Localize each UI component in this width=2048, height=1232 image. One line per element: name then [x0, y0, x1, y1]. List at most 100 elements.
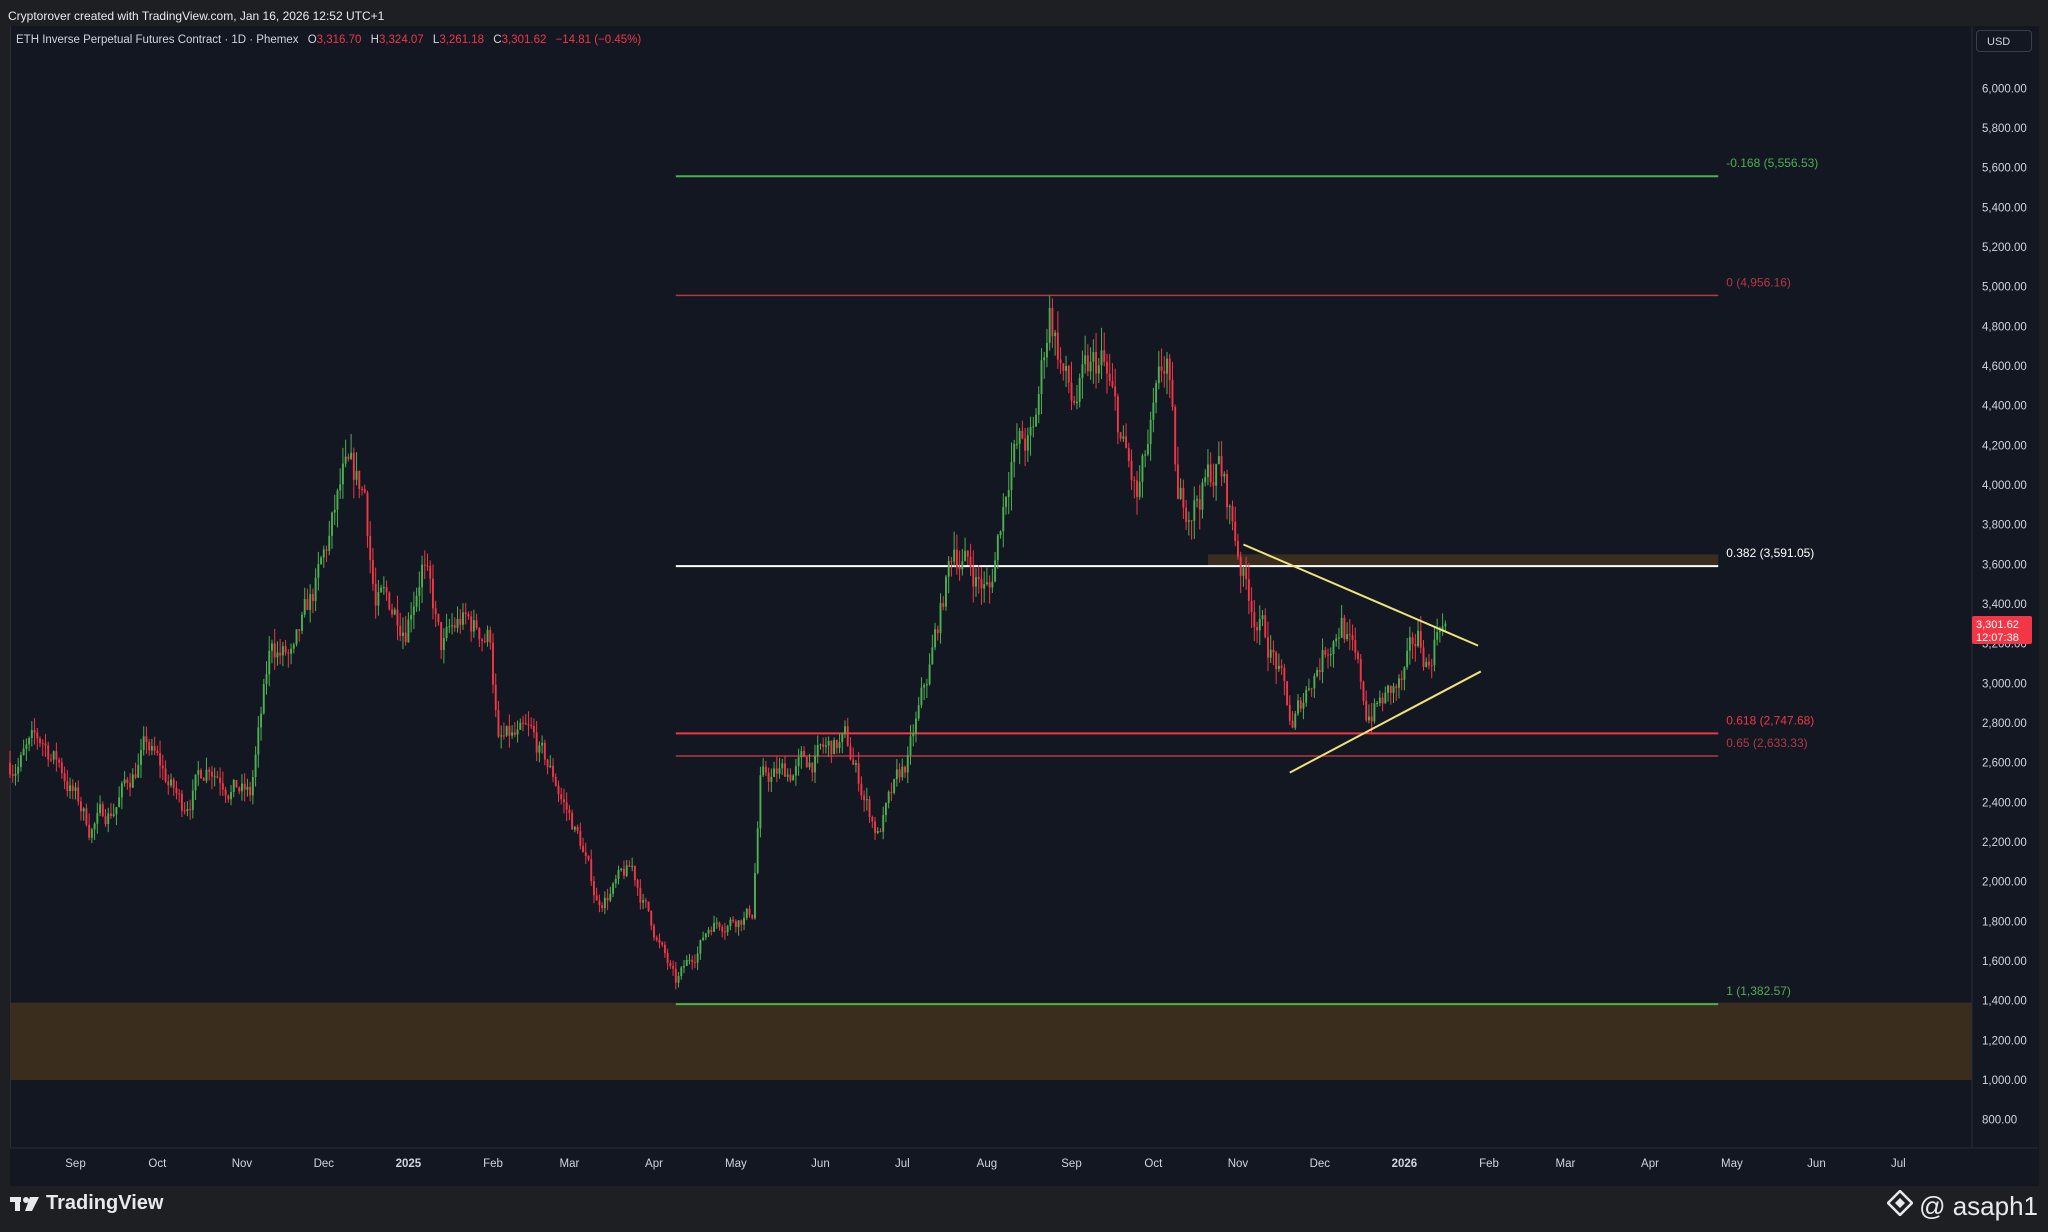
candle-body: [85, 808, 88, 825]
candle-body: [292, 644, 295, 649]
candle-body: [1299, 700, 1302, 709]
candle-body: [1354, 640, 1357, 653]
candle-body: [243, 783, 246, 790]
candle-body: [1346, 634, 1349, 640]
candle-body: [66, 781, 69, 791]
candle-body: [309, 594, 312, 610]
candle-body: [871, 817, 874, 822]
candle-body: [863, 795, 866, 801]
candle-body: [1417, 630, 1420, 647]
candle-body: [1152, 402, 1155, 420]
symbol-legend[interactable]: ETH Inverse Perpetual Futures Contract ·…: [16, 34, 641, 46]
candle-body: [1002, 506, 1005, 532]
candle-body: [1297, 700, 1299, 714]
candle-body: [1146, 444, 1149, 455]
candle-body: [388, 592, 391, 610]
candle-body: [1078, 377, 1081, 402]
candle-body: [1389, 685, 1392, 693]
candle-body: [426, 565, 429, 567]
candle-body: [1073, 400, 1076, 404]
candle-body: [1204, 477, 1207, 483]
candle-body: [663, 944, 666, 954]
candle-body: [290, 648, 293, 654]
candle-body: [710, 929, 713, 932]
candle-body: [1313, 675, 1316, 689]
candle-body: [1193, 500, 1196, 521]
candle-body: [639, 887, 642, 903]
candle-body: [579, 830, 582, 846]
chart-frame[interactable]: [10, 26, 2039, 1186]
supply-demand-zone-0: [10, 1002, 1972, 1081]
candle-body: [1045, 342, 1048, 358]
candle-body: [1277, 665, 1280, 670]
candle-body: [715, 922, 718, 924]
time-tick-label: Oct: [148, 1158, 167, 1170]
candle-body: [661, 942, 664, 945]
candle-body: [923, 685, 926, 688]
candle-body: [1005, 497, 1007, 507]
candle-body: [811, 762, 814, 773]
candle-body: [928, 664, 931, 685]
candle-body: [415, 595, 418, 607]
price-tick-label: 2,400.00: [1982, 797, 2027, 809]
candle-body: [1329, 653, 1332, 656]
candle-body: [224, 789, 227, 796]
price-tick-label: 3,000.00: [1982, 678, 2027, 690]
candle-body: [1280, 665, 1283, 668]
candle-body: [167, 781, 170, 786]
fib-level-label: 0 (4,956.16): [1726, 275, 1791, 289]
candle-body: [723, 931, 726, 933]
candle-body: [704, 933, 707, 938]
candle-body: [696, 953, 699, 963]
candle-body: [573, 827, 576, 830]
tradingview-logo[interactable]: TradingView: [10, 1192, 163, 1215]
attribution-bar: Cryptorover created with TradingView.com…: [0, 0, 2048, 26]
currency-button[interactable]: USD: [1976, 30, 2032, 52]
candle-body: [1400, 678, 1403, 680]
candle-body: [172, 779, 175, 788]
candle-body: [737, 920, 740, 928]
bar-countdown: 12:07:38: [1976, 632, 2019, 644]
candle-body: [1294, 713, 1297, 728]
last-price-tag-bg: [1972, 616, 2032, 644]
candle-body: [833, 740, 836, 755]
author-handle[interactable]: @ asaph1: [1886, 1189, 2038, 1223]
candle-body: [44, 743, 47, 746]
candle-body: [884, 803, 887, 816]
candle-body: [1220, 456, 1223, 477]
candle-body: [14, 773, 17, 776]
price-tick-label: 1,400.00: [1982, 996, 2027, 1008]
triangle-pattern[interactable]: [1243, 543, 1482, 774]
candle-body: [481, 639, 484, 642]
candle-body: [1414, 643, 1417, 647]
candle-body: [991, 581, 994, 588]
candle-body: [511, 732, 514, 736]
candle-body: [1182, 487, 1185, 508]
candle-body: [1206, 464, 1209, 478]
candle-body: [412, 606, 415, 615]
candle-body: [603, 897, 606, 909]
candle-body: [688, 959, 691, 961]
candle-body: [134, 774, 137, 778]
candle-body: [1010, 462, 1013, 491]
candle-body: [674, 968, 677, 983]
chart-svg[interactable]: -0.168 (5,556.53) 0 (4,956.16) 0.382 (3,59…: [0, 0, 2048, 1186]
time-axis[interactable]: Sep Oct Nov Dec 2025 Feb Mar Apr May Jun Jul Aug Sep…: [10, 1147, 2038, 1186]
candle-body: [459, 618, 462, 625]
candle-body: [55, 751, 58, 760]
candle-body: [1176, 464, 1179, 499]
candle-body: [453, 625, 456, 628]
candle-body: [1015, 443, 1018, 445]
symbol-name[interactable]: ETH Inverse Perpetual Futures Contract ·…: [16, 34, 299, 46]
candle-body: [874, 821, 876, 833]
candle-body: [775, 768, 778, 774]
candle-body: [371, 560, 374, 584]
candle-body: [265, 674, 268, 685]
candle-body: [546, 759, 549, 768]
candle-body: [483, 641, 486, 643]
candle-body: [361, 488, 363, 490]
candle-body: [107, 813, 110, 825]
fib-retracement[interactable]: -0.168 (5,556.53) 0 (4,956.16) 0.382 (3,59…: [675, 156, 1818, 1006]
price-axis[interactable]: 6,000.00 5,800.00 5,600.00 5,400.00 5,200.00…: [1971, 26, 2038, 1148]
candle-body: [909, 736, 912, 756]
